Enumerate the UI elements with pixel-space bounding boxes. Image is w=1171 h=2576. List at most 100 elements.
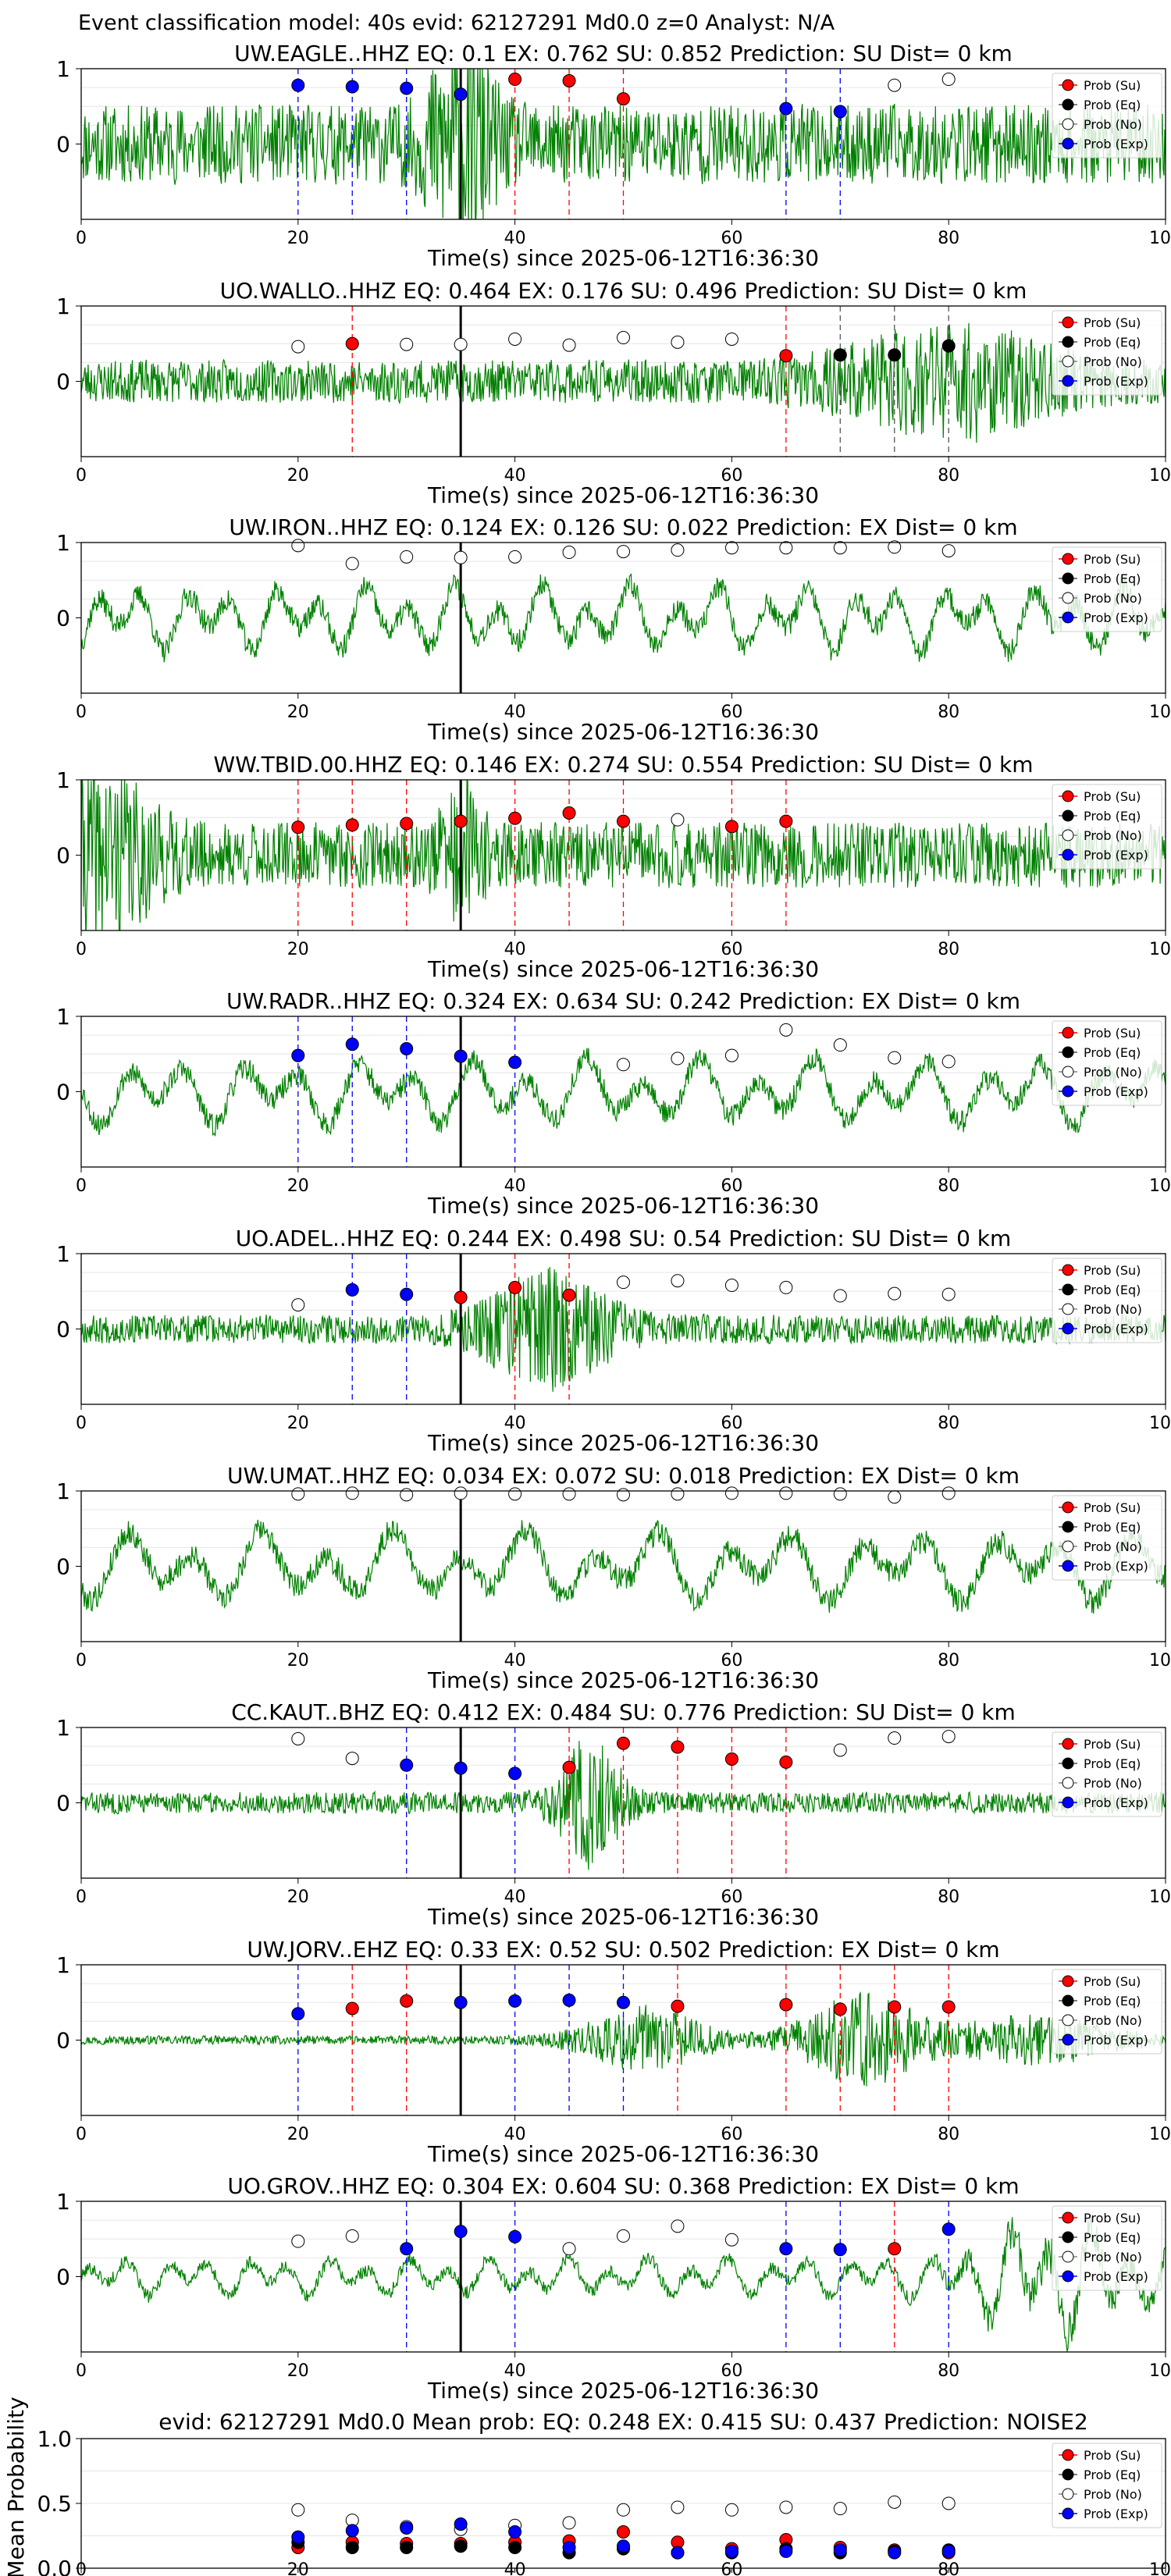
- prob-point-no: [291, 1298, 305, 1312]
- legend-marker-su: [1062, 79, 1074, 91]
- prob-point-exp: [400, 2242, 414, 2256]
- legend-marker-su: [1062, 790, 1074, 802]
- legend-label-su: Prob (Su): [1084, 552, 1141, 567]
- prob-point-no: [724, 2233, 739, 2247]
- legend-marker-eq: [1062, 98, 1074, 111]
- legend-marker-no: [1062, 1066, 1074, 1078]
- legend-label-eq: Prob (Eq): [1084, 98, 1141, 112]
- x-tick-label: 60: [721, 1651, 742, 1670]
- prob-point-no: [671, 1274, 685, 1288]
- legend-marker-no: [1062, 2488, 1074, 2500]
- prob-point-no: [617, 2229, 630, 2243]
- x-tick-label: 40: [504, 1176, 526, 1196]
- x-tick-label: 80: [938, 2361, 959, 2381]
- legend-label-eq: Prob (Eq): [1084, 335, 1141, 350]
- prob-point-exp: [400, 1041, 414, 1055]
- legend: Prob (Su) Prob (Eq) Prob (No) Prob (Exp): [1052, 310, 1162, 396]
- figure-title: Event classification model: 40s evid: 62…: [78, 11, 835, 35]
- mean-prob-point-no: [833, 2502, 847, 2516]
- y-tick-label: 1: [56, 1478, 70, 1504]
- prob-point-su: [833, 2002, 847, 2016]
- y-tick-label: 0: [56, 843, 70, 869]
- mean-prob-point-exp: [671, 2546, 685, 2560]
- x-tick-label: 40: [504, 703, 526, 722]
- x-tick-label: 80: [938, 1414, 959, 1433]
- x-tick-label: 40: [504, 2560, 526, 2576]
- prob-point-exp: [833, 2243, 847, 2257]
- x-axis-label: Time(s) since 2025-06-12T16:36:30: [427, 1193, 819, 1219]
- x-tick-label: 20: [287, 1651, 309, 1670]
- mean-prob-point-no: [941, 2496, 956, 2510]
- y-tick-label: 0.0: [37, 2556, 72, 2576]
- station-panel-1: UW.EAGLE..HHZ EQ: 0.1 EX: 0.762 SU: 0.85…: [56, 41, 1171, 271]
- legend-label-su: Prob (Su): [1084, 1974, 1141, 1989]
- prob-point-no: [562, 2242, 576, 2256]
- legend-label-eq: Prob (Eq): [1084, 809, 1141, 824]
- legend-marker-no: [1062, 1777, 1074, 1789]
- station-panel-7: UW.UMAT..HHZ EQ: 0.034 EX: 0.072 SU: 0.0…: [56, 1463, 1171, 1693]
- x-tick-label: 0: [76, 1176, 87, 1196]
- x-tick-label: 100: [1149, 1414, 1171, 1433]
- prob-point-su: [888, 2242, 902, 2256]
- prob-point-no: [345, 2229, 359, 2243]
- legend-label-exp: Prob (Exp): [1084, 137, 1148, 151]
- prob-point-exp: [941, 2222, 956, 2236]
- prob-point-no: [941, 544, 956, 558]
- legend-marker-su: [1062, 2449, 1074, 2461]
- prob-point-su: [400, 817, 414, 831]
- legend-label-no: Prob (No): [1084, 828, 1142, 843]
- station-panel-2: UO.WALLO..HHZ EQ: 0.464 EX: 0.176 SU: 0.…: [56, 278, 1171, 508]
- x-tick-label: 40: [504, 229, 526, 248]
- x-tick-label: 0: [76, 229, 87, 248]
- legend-label-exp: Prob (Exp): [1084, 1084, 1148, 1099]
- x-axis-label: Time(s) since 2025-06-12T16:36:30: [427, 719, 819, 745]
- legend-label-su: Prob (Su): [1084, 2448, 1141, 2463]
- legend-marker-su: [1062, 1975, 1074, 1987]
- x-tick-label: 60: [721, 2125, 742, 2144]
- panel-title: UO.GROV..HHZ EQ: 0.304 EX: 0.604 SU: 0.3…: [227, 2173, 1019, 2199]
- x-tick-label: 20: [287, 1888, 309, 1907]
- prob-point-su: [562, 1760, 576, 1774]
- y-tick-label: 0: [56, 606, 70, 632]
- prob-point-su: [617, 814, 630, 828]
- x-tick-label: 100: [1149, 2361, 1171, 2381]
- x-tick-label: 100: [1149, 229, 1171, 248]
- prob-point-exp: [508, 1055, 522, 1069]
- y-tick-label: 0: [56, 2028, 70, 2054]
- x-tick-label: 100: [1149, 466, 1171, 486]
- prob-point-no: [941, 73, 956, 87]
- prob-point-no: [724, 1279, 739, 1293]
- legend-marker-no: [1062, 592, 1074, 604]
- x-tick-label: 100: [1149, 1651, 1171, 1670]
- x-tick-label: 80: [938, 2125, 959, 2144]
- panel-title: CC.KAUT..BHZ EQ: 0.412 EX: 0.484 SU: 0.7…: [231, 1699, 1016, 1725]
- legend: Prob (Su) Prob (Eq) Prob (No) Prob (Exp): [1052, 1731, 1162, 1817]
- panel-title: evid: 62127291 Md0.0 Mean prob: EQ: 0.24…: [158, 2409, 1088, 2435]
- legend-marker-no: [1062, 118, 1074, 130]
- legend-marker-su: [1062, 316, 1074, 329]
- panel-title: UO.WALLO..HHZ EQ: 0.464 EX: 0.176 SU: 0.…: [220, 278, 1027, 304]
- prob-point-no: [671, 335, 685, 349]
- legend-box: [1052, 2205, 1162, 2291]
- legend-marker-su: [1062, 2211, 1074, 2224]
- y-tick-label: 1: [56, 1241, 70, 1267]
- legend-marker-eq: [1062, 1757, 1074, 1770]
- axes-frame: [80, 2201, 1166, 2353]
- prob-point-su: [671, 1740, 685, 1754]
- prob-point-no: [291, 1487, 305, 1501]
- legend: Prob (Su) Prob (Eq) Prob (No) Prob (Exp): [1052, 1969, 1162, 2055]
- legend: Prob (Su) Prob (Eq) Prob (No) Prob (Exp): [1052, 1258, 1162, 1343]
- prob-point-su: [345, 336, 359, 350]
- legend-marker-exp: [1062, 1322, 1074, 1335]
- x-tick-label: 0: [76, 2125, 87, 2144]
- prob-point-no: [888, 1286, 902, 1300]
- x-tick-label: 0: [76, 2361, 87, 2381]
- mean-prob-point-su: [617, 2525, 630, 2539]
- legend-label-exp: Prob (Exp): [1084, 374, 1148, 389]
- x-tick-label: 20: [287, 940, 309, 959]
- mean-prob-point-exp: [562, 2540, 576, 2554]
- x-tick-label: 100: [1149, 2125, 1171, 2144]
- prob-point-su: [345, 818, 359, 832]
- panel-title: UW.EAGLE..HHZ EQ: 0.1 EX: 0.762 SU: 0.85…: [234, 41, 1013, 66]
